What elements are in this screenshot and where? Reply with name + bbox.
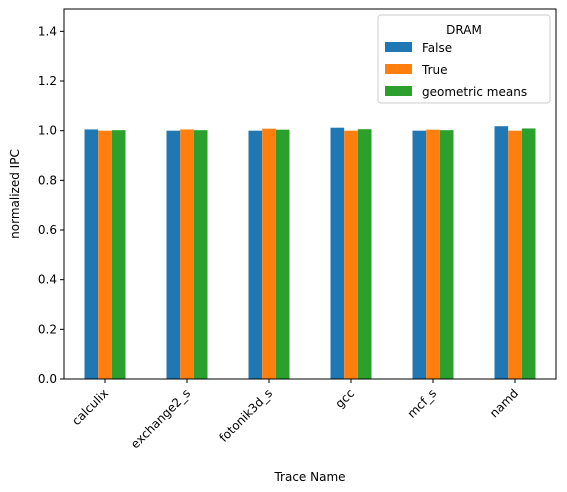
y-axis-ticks: 0.0 0.2 0.4 0.6 0.8 1.0 1.2 1.4 bbox=[38, 24, 64, 386]
y-tick-label: 0.4 bbox=[38, 273, 57, 287]
x-tick-label: fotonik3d_s bbox=[216, 386, 275, 445]
y-tick-label: 1.0 bbox=[38, 124, 57, 138]
bar-false-fotonik3d_s bbox=[248, 130, 263, 379]
bar-geometric-means-exchange2_s bbox=[193, 130, 208, 379]
legend-items: False True geometric means bbox=[385, 41, 527, 99]
bars bbox=[84, 126, 536, 379]
bar-geometric-means-namd bbox=[521, 128, 536, 379]
bar-true-calculix bbox=[98, 130, 112, 379]
x-tick-label: gcc bbox=[333, 386, 358, 411]
legend-label: geometric means bbox=[422, 85, 527, 99]
bar-true-namd bbox=[508, 130, 522, 379]
x-tick-label: namd bbox=[487, 386, 521, 420]
bar-false-mcf_s bbox=[412, 130, 427, 379]
bar-geometric-means-mcf_s bbox=[439, 130, 454, 379]
legend-swatch bbox=[385, 42, 412, 52]
plot-frame bbox=[63, 8, 557, 380]
y-tick-label: 0.2 bbox=[38, 322, 57, 336]
y-tick-label: 1.2 bbox=[38, 74, 57, 88]
bar-true-mcf_s bbox=[426, 129, 440, 379]
x-tick-label: exchange2_s bbox=[128, 386, 193, 451]
bar-geometric-means-gcc bbox=[357, 129, 372, 379]
y-tick-label: 0.0 bbox=[38, 372, 57, 386]
bar-geometric-means-calculix bbox=[111, 130, 126, 379]
y-tick-label: 0.6 bbox=[38, 223, 57, 237]
bar-geometric-means-fotonik3d_s bbox=[275, 129, 290, 379]
x-axis-label: Trace Name bbox=[273, 470, 345, 484]
x-tick-label: calculix bbox=[69, 386, 111, 428]
x-tick-label: mcf_s bbox=[405, 386, 439, 420]
y-tick-label: 0.8 bbox=[38, 173, 57, 187]
y-tick-label: 1.4 bbox=[38, 24, 57, 38]
legend: DRAM False True geometric means bbox=[377, 14, 551, 104]
bar-true-exchange2_s bbox=[180, 129, 194, 379]
y-axis-label: normalized IPC bbox=[8, 149, 22, 239]
legend-label: False bbox=[422, 41, 452, 55]
bar-false-exchange2_s bbox=[166, 130, 181, 379]
x-axis-ticks: calculix exchange2_s fotonik3d_s gcc mcf_s na… bbox=[69, 379, 521, 451]
legend-box bbox=[377, 14, 551, 104]
bar-true-gcc bbox=[344, 130, 358, 379]
legend-label: True bbox=[421, 63, 448, 77]
bar-true-fotonik3d_s bbox=[262, 128, 276, 379]
bar-false-calculix bbox=[84, 129, 99, 379]
legend-swatch bbox=[385, 86, 412, 96]
legend-swatch bbox=[385, 64, 412, 74]
legend-title: DRAM bbox=[446, 23, 482, 37]
bar-false-gcc bbox=[330, 127, 345, 379]
bar-false-namd bbox=[494, 126, 509, 379]
